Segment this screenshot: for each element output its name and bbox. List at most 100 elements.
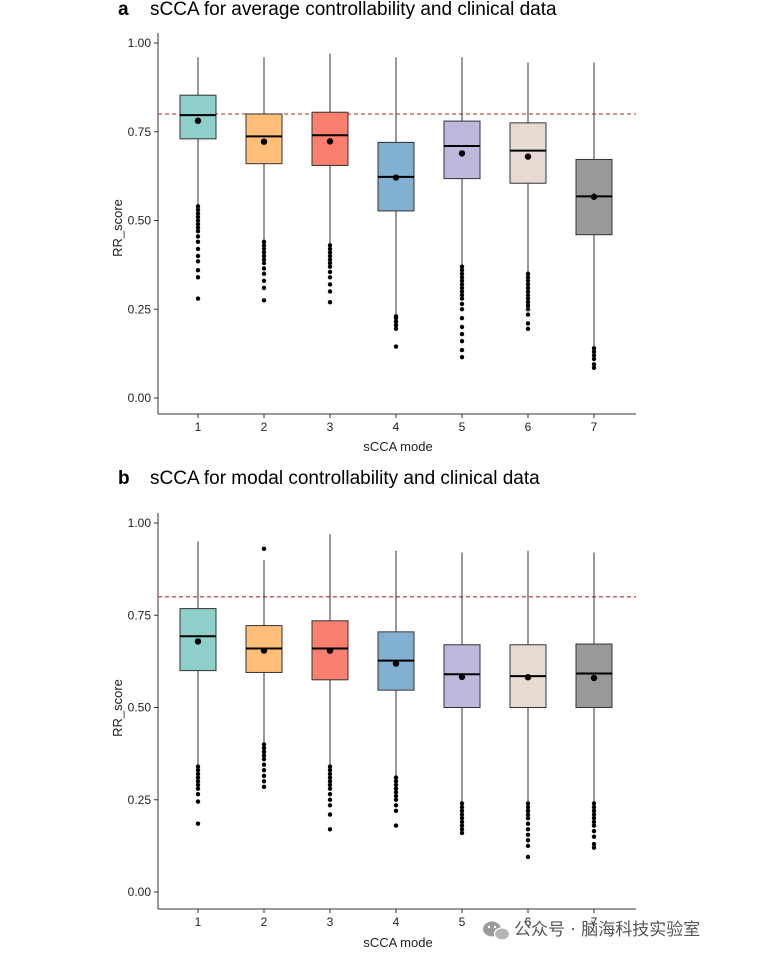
panel-a-outlier-point bbox=[525, 271, 531, 276]
panel-a-chart: 0.00 0.25 0.50 0.75 1.00 1 2 3 4 5 6 7 bbox=[128, 33, 636, 434]
panel-a-y-tick-label: 1.00 bbox=[128, 36, 152, 50]
panel-a-outlier-point bbox=[195, 296, 201, 301]
panel-a-outlier-point bbox=[195, 239, 201, 244]
panel-b-outlier-point bbox=[525, 804, 531, 810]
panel-a-outlier-point bbox=[591, 346, 597, 351]
panel-a-outlier-point bbox=[195, 253, 201, 259]
panel-a-outlier-point bbox=[525, 296, 531, 301]
panel-a-outlier-point bbox=[261, 298, 267, 303]
panel-a-outlier-point bbox=[261, 239, 267, 244]
panel-a-outlier-point bbox=[327, 282, 333, 287]
panel-a-outlier-point bbox=[591, 356, 597, 362]
panel-b-outlier-point bbox=[591, 808, 597, 814]
panel-a-title: sCCA for average controllability and cli… bbox=[150, 0, 557, 20]
panel-b-outlier-point bbox=[261, 745, 267, 751]
panel-a-box-mode-1 bbox=[179, 57, 217, 301]
panel-b-outlier-point bbox=[327, 771, 333, 777]
panel-b-outlier-point bbox=[261, 749, 267, 754]
panel-b-outlier-point bbox=[591, 812, 597, 817]
panel-a-outlier-point bbox=[261, 271, 267, 276]
panel-a-outlier-point bbox=[591, 349, 597, 355]
panel-b-box-mode-6 bbox=[509, 550, 547, 860]
panel-a-outlier-point bbox=[195, 214, 201, 220]
panel-b-outlier-point bbox=[195, 799, 201, 804]
panel-b-outlier-point bbox=[591, 823, 597, 828]
panel-b-outlier-point bbox=[459, 823, 465, 828]
panel-b-y-axis-label: RR_score bbox=[110, 679, 125, 737]
panel-a-outlier-point bbox=[393, 326, 399, 331]
panel-b-outlier-point bbox=[327, 764, 333, 769]
panel-a-outlier-point bbox=[327, 264, 333, 269]
panel-a-outlier-point bbox=[195, 259, 201, 264]
panel-b-outlier-point bbox=[327, 797, 333, 802]
panel-a-outlier-point bbox=[261, 278, 267, 284]
panel-b-outlier-point bbox=[327, 803, 333, 808]
panel-b-outlier-point bbox=[195, 792, 201, 797]
panel-a-mean-point bbox=[260, 138, 268, 145]
panel-b-x-axis-label: sCCA mode bbox=[363, 935, 432, 950]
panel-b-title: sCCA for modal controllability and clini… bbox=[150, 468, 540, 489]
panel-a-y-tick-label: 0.25 bbox=[128, 302, 152, 316]
panel-a-outlier-point bbox=[525, 299, 531, 305]
panel-a-outlier-point bbox=[525, 275, 531, 280]
panel-a-outlier-point bbox=[195, 268, 201, 273]
panel-a-outlier-point bbox=[261, 257, 267, 262]
panel-b-outlier-point bbox=[525, 832, 531, 838]
panel-a-outlier-point bbox=[525, 307, 531, 312]
panel-b-outlier-point bbox=[393, 808, 399, 814]
panel-a-box-mode-4 bbox=[377, 57, 415, 349]
panel-b-outlier-point bbox=[195, 821, 201, 826]
panel-b-outlier-point bbox=[459, 812, 465, 817]
panel-a-mean-point bbox=[392, 174, 400, 181]
panel-a-outlier-point bbox=[459, 315, 465, 321]
watermark-text: 公众号 · 脑海科技实验室 bbox=[514, 920, 700, 940]
watermark: 公众号 · 脑海科技实验室 bbox=[483, 920, 700, 941]
panel-b-outlier-point bbox=[261, 779, 267, 784]
panel-b-y-tick-label: 0.00 bbox=[128, 885, 152, 899]
panel-a-outlier-point bbox=[327, 260, 333, 266]
panel-b-outlier-point bbox=[195, 779, 201, 784]
panel-a-outlier-point bbox=[327, 275, 333, 280]
panel-a-box-iqr bbox=[509, 122, 547, 184]
panel-a-outlier-point bbox=[525, 292, 531, 298]
panel-b-outlier-point bbox=[261, 768, 267, 773]
panel-b-outlier-point bbox=[327, 775, 333, 780]
panel-b-outlier-point bbox=[195, 782, 201, 788]
panel-b-outlier-point bbox=[525, 812, 531, 817]
panel-b-box-mode-5 bbox=[443, 552, 481, 836]
panel-b-x-tick-label: 5 bbox=[459, 915, 466, 929]
panel-b-box-mode-4 bbox=[377, 550, 415, 828]
panel-b-outlier-point bbox=[525, 801, 531, 806]
panel-b-outlier-point bbox=[525, 808, 531, 814]
panel-a-outlier-point bbox=[195, 228, 201, 234]
panel-b-mean-point bbox=[524, 674, 532, 681]
panel-a-x-tick-label: 7 bbox=[591, 420, 598, 434]
panel-a-outlier-point bbox=[261, 266, 267, 271]
panel-b-outlier-point bbox=[525, 843, 531, 849]
panel-b-box-iqr bbox=[443, 644, 481, 709]
panel-b-outlier-point bbox=[195, 775, 201, 780]
panel-a-outlier-point bbox=[393, 314, 399, 319]
panel-b-y-tick-label: 0.25 bbox=[128, 793, 152, 807]
panel-a-outlier-point bbox=[327, 246, 333, 252]
panel-a-outlier-point bbox=[327, 243, 333, 248]
panel-a-outlier-point bbox=[327, 289, 333, 294]
panel-b-outlier-point bbox=[459, 816, 465, 821]
panel-a-outlier-point bbox=[459, 285, 465, 291]
panel-a-box-mode-6 bbox=[509, 62, 547, 331]
panel-a-outlier-point bbox=[195, 275, 201, 280]
panel-a-outlier-point bbox=[459, 331, 465, 337]
panel-b-y-tick-label: 0.50 bbox=[128, 701, 152, 715]
panel-b-y-tick-label: 1.00 bbox=[128, 516, 152, 530]
panel-a-outlier-point bbox=[459, 296, 465, 301]
panel-b-outlier-point bbox=[327, 792, 333, 797]
panel-b-outlier-point bbox=[525, 854, 531, 860]
panel-a-y-tick-label: 0.75 bbox=[128, 125, 152, 139]
panel-a-outlier-point bbox=[591, 365, 597, 371]
panel-b-outlier-point bbox=[393, 775, 399, 780]
panel-a-box-mode-2 bbox=[245, 57, 283, 303]
panel-a-x-tick-label: 5 bbox=[459, 420, 466, 434]
panel-a-outlier-point bbox=[393, 323, 399, 328]
panel-b-outlier-point bbox=[327, 782, 333, 788]
